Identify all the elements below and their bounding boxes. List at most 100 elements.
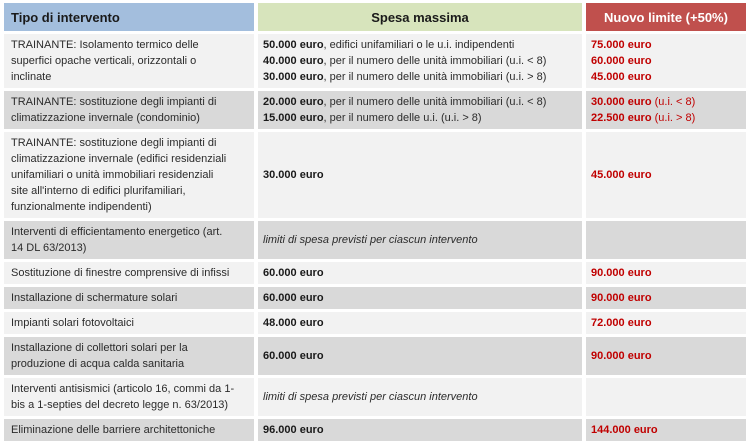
nuovo-line: 72.000 euro [591,315,742,331]
nuovo-limite-cell: 90.000 euro [586,287,746,309]
nuovo-line: 90.000 euro [591,265,742,281]
spesa-note: limiti di spesa previsti per ciascun int… [263,234,478,246]
spesa-amount: 50.000 euro [263,39,324,51]
table-row: Installazione di collettori solari per l… [4,337,746,375]
col-header-nuovo-limite: Nuovo limite (+50%) [586,3,746,31]
spesa-massima-cell: 50.000 euro, edifici unifamiliari o le u… [258,34,582,88]
spesa-line: 96.000 euro [263,422,578,438]
spesa-line: 60.000 euro [263,290,578,306]
spesa-line: 15.000 euro, per il numero delle u.i. (u… [263,110,578,126]
spesa-desc: , per il numero delle unità immobiliari … [323,55,547,67]
table-row: TRAINANTE: sostituzione degli impianti d… [4,91,746,129]
nuovo-suffix: (u.i. < 8) [651,96,696,108]
nuovo-amount: 45.000 euro [591,169,652,181]
nuovo-limite-cell: 144.000 euro [586,419,746,441]
spesa-note: limiti di spesa previsti per ciascun int… [263,391,478,403]
tipo-intervento-cell: Interventi di efficientamento energetico… [4,221,254,259]
nuovo-amount: 90.000 euro [591,292,652,304]
spesa-line: 60.000 euro [263,348,578,364]
tipo-intervento-cell: Sostituzione di finestre comprensive di … [4,262,254,284]
spesa-amount: 60.000 euro [263,292,324,304]
table-row: TRAINANTE: sostituzione degli impianti d… [4,132,746,218]
tipo-intervento-cell: Eliminazione delle barriere architettoni… [4,419,254,441]
spesa-desc: , per il numero delle u.i. (u.i. > 8) [323,112,482,124]
nuovo-line: 30.000 euro (u.i. < 8) [591,94,742,110]
tipo-intervento-cell: TRAINANTE: Isolamento termico delle supe… [4,34,254,88]
spesa-massima-cell: 20.000 euro, per il numero delle unità i… [258,91,582,129]
spesa-massima-cell: 60.000 euro [258,262,582,284]
col-header-spesa-massima: Spesa massima [258,3,582,31]
spesa-amount: 60.000 euro [263,350,324,362]
nuovo-limite-cell: 75.000 euro 60.000 euro 45.000 euro [586,34,746,88]
nuovo-amount: 144.000 euro [591,424,658,436]
nuovo-amount: 75.000 euro [591,39,652,51]
spesa-amount: 96.000 euro [263,424,324,436]
table-row: Impianti solari fotovoltaici 48.000 euro 7… [4,312,746,334]
spesa-desc: , per il numero delle unità immobiliari … [323,71,547,83]
nuovo-line: 60.000 euro [591,53,742,69]
spesa-amount: 30.000 euro [263,169,324,181]
tipo-intervento-cell: Impianti solari fotovoltaici [4,312,254,334]
table-row: Eliminazione delle barriere architettoni… [4,419,746,441]
nuovo-limite-cell [586,378,746,416]
nuovo-amount: 45.000 euro [591,71,652,83]
table-row: TRAINANTE: Isolamento termico delle supe… [4,34,746,88]
spesa-amount: 48.000 euro [263,317,324,329]
spesa-amount: 40.000 euro [263,55,324,67]
spesa-massima-cell: 48.000 euro [258,312,582,334]
spesa-amount: 60.000 euro [263,267,324,279]
spesa-line: 40.000 euro, per il numero delle unità i… [263,53,578,69]
nuovo-limite-cell: 90.000 euro [586,337,746,375]
nuovo-line: 45.000 euro [591,167,742,183]
spesa-amount: 15.000 euro [263,112,324,124]
spesa-line: 30.000 euro [263,167,578,183]
spesa-desc: , edifici unifamiliari o le u.i. indipen… [323,39,515,51]
table-row: Interventi di efficientamento energetico… [4,221,746,259]
spesa-line: 60.000 euro [263,265,578,281]
nuovo-line: 22.500 euro (u.i. > 8) [591,110,742,126]
spesa-massima-cell: 96.000 euro [258,419,582,441]
nuovo-limite-cell: 90.000 euro [586,262,746,284]
spesa-massima-cell: 60.000 euro [258,287,582,309]
header-row: Tipo di intervento Spesa massima Nuovo l… [4,3,746,31]
spesa-line: limiti di spesa previsti per ciascun int… [263,232,578,248]
nuovo-amount: 30.000 euro [591,96,652,108]
tipo-intervento-cell: Installazione di collettori solari per l… [4,337,254,375]
nuovo-limite-cell: 72.000 euro [586,312,746,334]
table-body: TRAINANTE: Isolamento termico delle supe… [4,34,746,441]
spesa-line: 50.000 euro, edifici unifamiliari o le u… [263,37,578,53]
nuovo-line: 75.000 euro [591,37,742,53]
tipo-intervento-cell: TRAINANTE: sostituzione degli impianti d… [4,132,254,218]
col-header-tipo-di-intervento: Tipo di intervento [4,3,254,31]
tipo-intervento-cell: Interventi antisismici (articolo 16, com… [4,378,254,416]
nuovo-line: 90.000 euro [591,348,742,364]
spesa-line: 30.000 euro, per il numero delle unità i… [263,69,578,85]
table-row: Installazione di schermature solari 60.00… [4,287,746,309]
table-row: Sostituzione di finestre comprensive di … [4,262,746,284]
tipo-intervento-cell: TRAINANTE: sostituzione degli impianti d… [4,91,254,129]
spesa-massima-cell: 30.000 euro [258,132,582,218]
spesa-line: 20.000 euro, per il numero delle unità i… [263,94,578,110]
nuovo-amount: 22.500 euro [591,112,652,124]
nuovo-suffix: (u.i. > 8) [651,112,696,124]
nuovo-amount: 72.000 euro [591,317,652,329]
spesa-massima-cell: limiti di spesa previsti per ciascun int… [258,221,582,259]
nuovo-amount: 90.000 euro [591,267,652,279]
spesa-massima-cell: 60.000 euro [258,337,582,375]
spesa-amount: 30.000 euro [263,71,324,83]
spesa-desc: , per il numero delle unità immobiliari … [323,96,547,108]
table-row: Interventi antisismici (articolo 16, com… [4,378,746,416]
nuovo-limite-cell: 45.000 euro [586,132,746,218]
nuovo-line: 144.000 euro [591,422,742,438]
nuovo-line: 90.000 euro [591,290,742,306]
spesa-line: 48.000 euro [263,315,578,331]
nuovo-amount: 60.000 euro [591,55,652,67]
tipo-intervento-cell: Installazione di schermature solari [4,287,254,309]
spesa-massima-cell: limiti di spesa previsti per ciascun int… [258,378,582,416]
nuovo-limite-cell: 30.000 euro (u.i. < 8) 22.500 euro (u.i. … [586,91,746,129]
nuovo-limite-cell [586,221,746,259]
spesa-line: limiti di spesa previsti per ciascun int… [263,389,578,405]
nuovo-amount: 90.000 euro [591,350,652,362]
